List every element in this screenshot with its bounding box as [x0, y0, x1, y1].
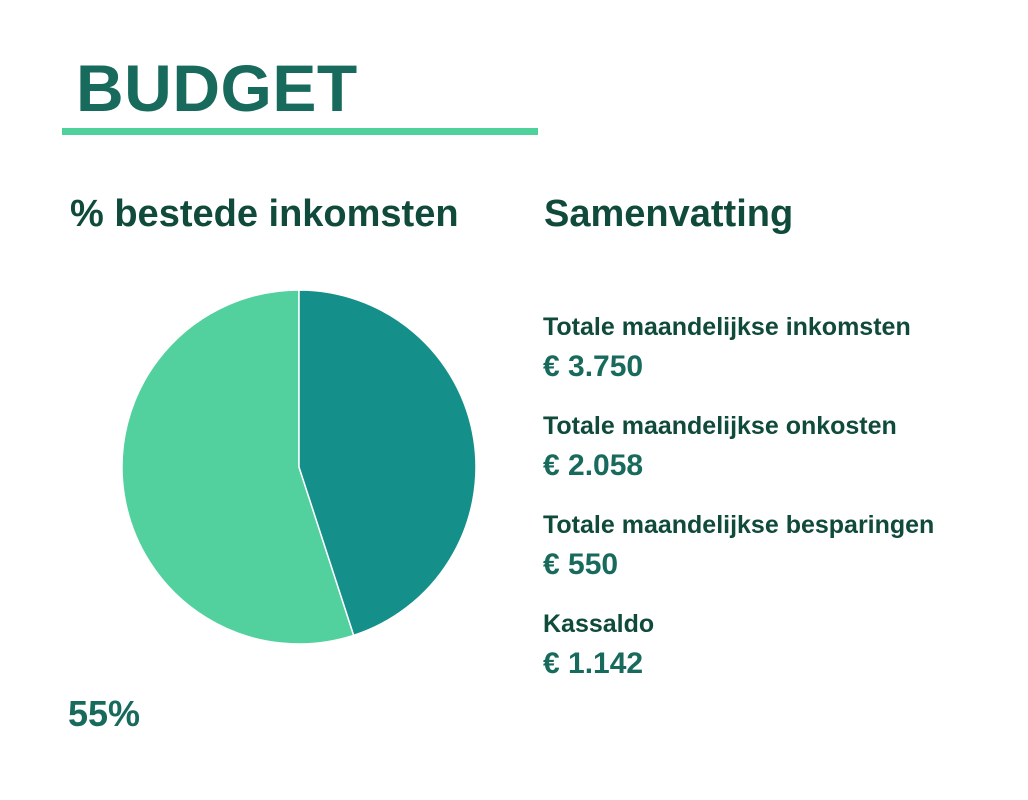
summary-item-cash-balance: Kassaldo € 1.142 [543, 605, 1023, 704]
pie-chart [118, 286, 480, 648]
pie-slice-spent [121, 289, 355, 645]
summary-value: € 3.750 [543, 350, 644, 383]
summary-item-expenses: Totale maandelijkse onkosten € 2.058 [543, 407, 1023, 506]
summary-label: Totale maandelijkse besparingen [543, 511, 935, 539]
summary-label: Kassaldo [543, 610, 655, 638]
summary-item-savings: Totale maandelijkse besparingen € 550 [543, 506, 1023, 605]
summary-value: € 1.142 [543, 647, 644, 680]
pie-slice-remaining [298, 289, 477, 637]
chart-heading: % bestede inkomsten [70, 193, 459, 235]
summary-label: Totale maandelijkse onkosten [543, 412, 897, 440]
summary-value: € 550 [543, 548, 619, 581]
summary-label: Totale maandelijkse inkomsten [543, 313, 911, 341]
page-title: BUDGET [76, 51, 358, 125]
summary-item-income: Totale maandelijkse inkomsten € 3.750 [543, 308, 1023, 407]
summary-list: Totale maandelijkse inkomsten € 3.750 To… [543, 308, 1023, 704]
spent-percentage-label: 55% [68, 693, 141, 734]
summary-value: € 2.058 [543, 449, 644, 482]
summary-heading: Samenvatting [544, 193, 794, 235]
title-underline [62, 128, 538, 135]
pie-chart-svg [121, 289, 477, 645]
